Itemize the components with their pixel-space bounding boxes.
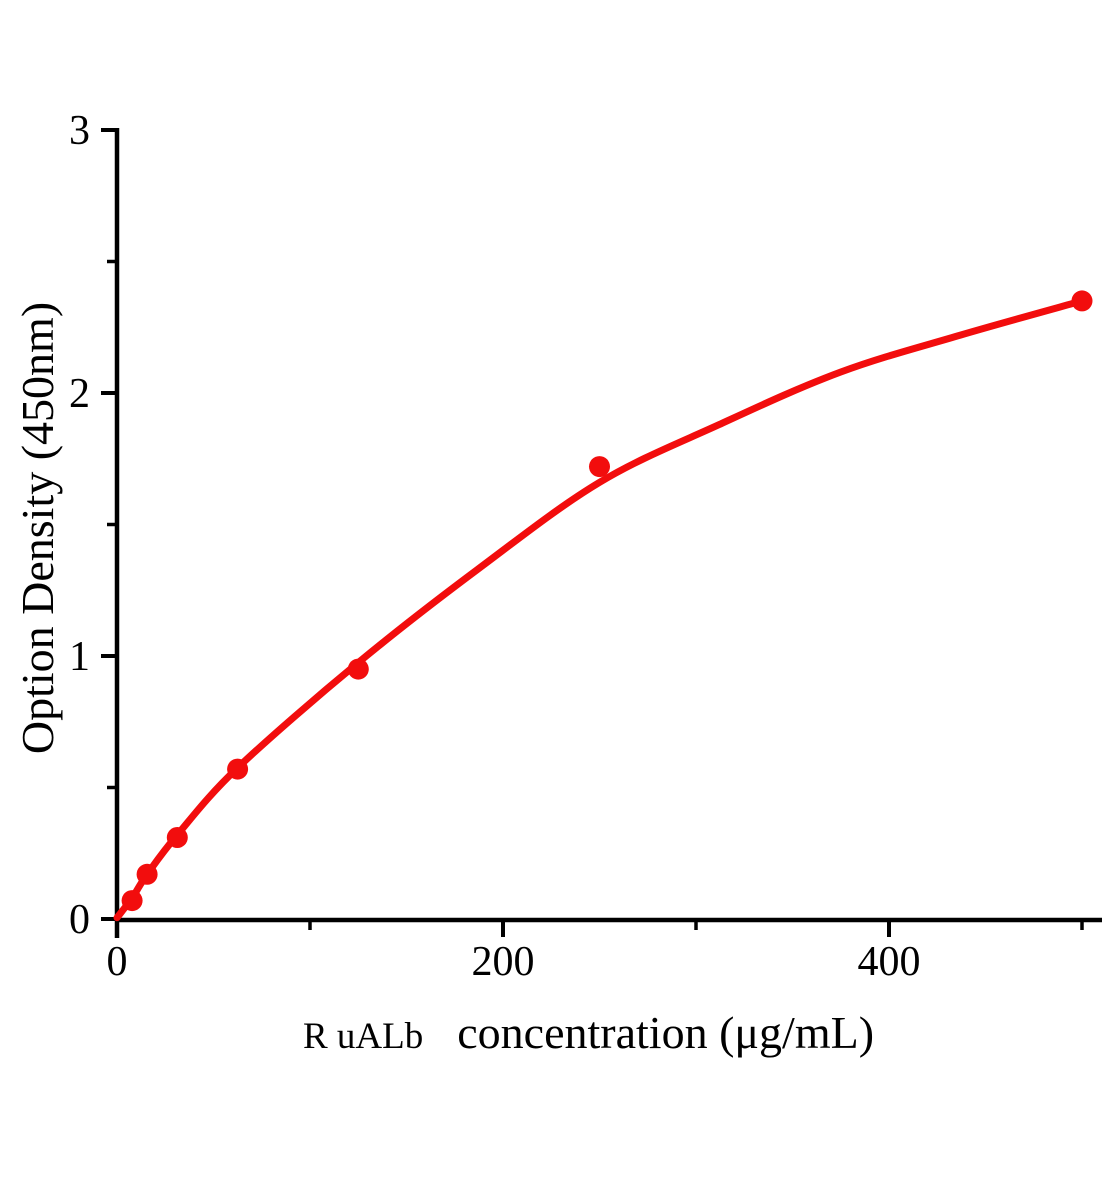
data-point [589,456,610,478]
fit-curve [113,297,1086,922]
y-tick-label: 0 [69,897,90,943]
data-point [227,758,249,780]
x-axis-label: R uALb concentration (μg/mL) [303,1006,874,1059]
x-tick-label: 200 [472,939,535,985]
data-point [1071,290,1093,312]
y-axis-label: Option Density (450nm) [12,301,63,755]
data-point [166,827,188,848]
data-point [347,658,369,680]
x-tick-label: 400 [858,939,921,985]
x-axis-label-main: concentration (μg/mL) [457,1007,875,1058]
x-tick-label: 0 [107,939,128,985]
y-tick-label: 2 [69,371,90,417]
data-point [121,890,143,912]
data-point [136,863,158,885]
y-tick-label: 1 [69,634,90,680]
x-axis-label-prefix: R uALb [303,1016,424,1057]
y-tick-label: 3 [69,108,90,154]
